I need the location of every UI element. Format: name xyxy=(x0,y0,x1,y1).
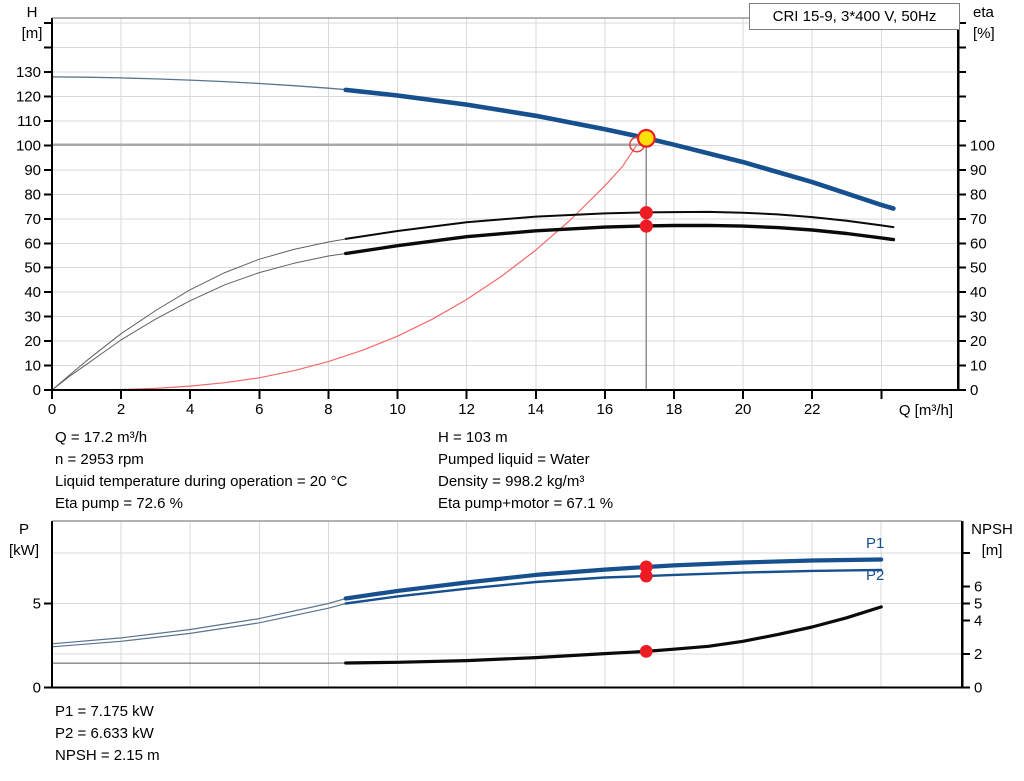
qh-eta-chart-tick-label-bottom: 16 xyxy=(597,401,614,418)
npsh-axis-title: NPSH [m] xyxy=(960,519,1024,561)
duty-info-right-column: H = 103 m Pumped liquid = Water Density … xyxy=(438,427,613,515)
result-npsh: NPSH = 2.15 m xyxy=(55,747,160,764)
power-npsh-chart-duty-value-dot xyxy=(639,569,653,583)
power-axis-title: P [kW] xyxy=(2,519,46,561)
info-head: H = 103 m xyxy=(438,429,508,446)
qh-eta-chart-tick-label-bottom: 0 xyxy=(48,401,56,418)
qh-eta-chart-pump-curve-thin xyxy=(51,76,350,91)
power-npsh-chart-duty-value-dot xyxy=(639,644,653,658)
qh-eta-chart-tick-label-right: 30 xyxy=(970,309,987,326)
power-npsh-chart-tick-label-left: 0 xyxy=(33,680,41,697)
qh-eta-chart-tick-label-left: 40 xyxy=(24,284,41,301)
qh-eta-chart-tick-label-left: 10 xyxy=(24,358,41,375)
info-liquid-temperature: Liquid temperature during operation = 20… xyxy=(55,473,348,490)
qh-eta-chart-tick-label-right: 40 xyxy=(970,284,987,301)
power-npsh-chart-duty-value-dot xyxy=(639,560,653,574)
qh-eta-chart-tick-label-left: 20 xyxy=(24,333,41,350)
qh-eta-chart-tick-label-left: 110 xyxy=(17,113,41,130)
qh-eta-chart-tick-label-left: 70 xyxy=(24,211,41,228)
info-pumped-liquid: Pumped liquid = Water xyxy=(438,451,590,468)
eta-axis-title-symbol: eta xyxy=(973,4,994,21)
qh-eta-chart-eta-pump-motor xyxy=(344,223,896,256)
power-axis-title-unit: [kW] xyxy=(9,542,39,559)
power-npsh-chart-tick-label-left: 5 xyxy=(33,595,41,612)
qh-eta-chart-tick-label-left: 60 xyxy=(24,235,41,252)
qh-eta-chart-tick-label-left: 130 xyxy=(16,64,41,81)
qh-eta-chart-tick-label-right: 0 xyxy=(970,382,978,399)
info-flow: Q = 17.2 m³/h xyxy=(55,429,148,446)
power-npsh-chart-tick-label-right: 6 xyxy=(974,579,982,596)
qh-eta-chart-tick-label-left: 100 xyxy=(16,137,41,154)
qh-eta-chart-tick-label-bottom: 10 xyxy=(389,401,406,418)
p1-curve-label: P1 xyxy=(866,535,885,552)
qh-eta-chart-tick-label-right: 100 xyxy=(970,137,995,154)
qh-eta-chart-duty-value-dot xyxy=(639,219,653,233)
flow-axis-title: Q [m³/h] xyxy=(898,402,953,419)
qh-eta-chart-tick-label-right: 60 xyxy=(970,235,987,252)
qh-eta-chart-duty-value-dot xyxy=(639,206,653,220)
qh-eta-chart-tick-label-bottom: 18 xyxy=(666,401,683,418)
power-npsh-chart-tick-label-right: 4 xyxy=(974,612,982,629)
qh-eta-chart-eta-pump-motor-thin xyxy=(51,252,350,391)
qh-eta-chart-tick-label-bottom: 12 xyxy=(458,401,475,418)
power-npsh-chart-p1-thin xyxy=(51,597,350,645)
power-npsh-chart-npsh xyxy=(344,605,883,665)
qh-eta-chart-tick-label-left: 90 xyxy=(24,162,41,179)
power-npsh-chart-p2 xyxy=(344,568,883,605)
qh-eta-chart-eta-pump xyxy=(344,210,895,240)
head-axis-title-unit: [m] xyxy=(21,25,43,42)
qh-eta-chart-tick-label-right: 20 xyxy=(970,333,987,350)
npsh-axis-title-symbol: NPSH xyxy=(971,521,1013,538)
qh-eta-chart-tick-label-bottom: 14 xyxy=(527,401,544,418)
result-p2: P2 = 6.633 kW xyxy=(55,725,154,742)
head-axis-title: H [m] xyxy=(10,2,54,44)
qh-eta-chart-system-curve xyxy=(51,144,638,391)
qh-eta-chart-tick-label-left: 30 xyxy=(24,309,41,326)
qh-eta-chart-eta-pump-thin xyxy=(51,237,350,391)
qh-eta-chart-tick-label-bottom: 20 xyxy=(735,401,752,418)
power-npsh-chart-p2-thin xyxy=(51,602,350,648)
eta-axis-title-unit: [%] xyxy=(973,25,995,42)
qh-eta-chart-tick-label-left: 0 xyxy=(33,382,41,399)
qh-eta-chart-tick-label-right: 80 xyxy=(970,186,987,203)
power-npsh-chart-p1 xyxy=(343,557,884,601)
chart-title-box: CRI 15-9, 3*400 V, 50Hz xyxy=(749,3,960,30)
duty-info-left-column: Q = 17.2 m³/h n = 2953 rpm Liquid temper… xyxy=(55,427,347,515)
qh-eta-chart-pump-curve xyxy=(343,87,896,211)
qh-eta-chart-tick-label-right: 70 xyxy=(970,211,987,228)
eta-axis-title: eta [%] xyxy=(973,2,1019,44)
qh-eta-chart-tick-label-bottom: 8 xyxy=(324,401,332,418)
qh-eta-chart-tick-label-left: 80 xyxy=(24,186,41,203)
npsh-axis-title-unit: [m] xyxy=(981,542,1003,559)
info-density: Density = 998.2 kg/m³ xyxy=(438,473,585,490)
qh-eta-chart-tick-label-right: 90 xyxy=(970,162,987,179)
p2-curve-label: P2 xyxy=(866,567,885,584)
qh-eta-chart-tick-label-right: 50 xyxy=(970,260,987,277)
info-eta-pump: Eta pump = 72.6 % xyxy=(55,495,183,512)
power-npsh-results: P1 = 7.175 kW P2 = 6.633 kW NPSH = 2.15 … xyxy=(55,701,160,767)
info-eta-pump-motor: Eta pump+motor = 67.1 % xyxy=(438,495,614,512)
qh-eta-chart-tick-label-bottom: 4 xyxy=(186,401,194,418)
qh-eta-chart-tick-label-bottom: 22 xyxy=(804,401,821,418)
power-npsh-chart-tick-label-right: 5 xyxy=(974,595,982,612)
qh-eta-chart-tick-label-right: 10 xyxy=(970,358,987,375)
info-speed: n = 2953 rpm xyxy=(55,451,144,468)
result-p1: P1 = 7.175 kW xyxy=(55,703,154,720)
qh-eta-chart-tick-label-bottom: 2 xyxy=(117,401,125,418)
power-axis-title-symbol: P xyxy=(18,521,29,538)
power-npsh-chart-tick-label-right: 2 xyxy=(974,646,982,663)
power-npsh-chart-tick-label-right: 0 xyxy=(974,680,982,697)
qh-eta-chart-duty-point-marker xyxy=(636,128,656,148)
qh-eta-chart-tick-label-left: 50 xyxy=(24,260,41,277)
qh-eta-chart-tick-label-bottom: 6 xyxy=(255,401,263,418)
head-axis-title-symbol: H xyxy=(26,4,38,21)
qh-eta-chart-tick-label-left: 120 xyxy=(16,89,41,106)
